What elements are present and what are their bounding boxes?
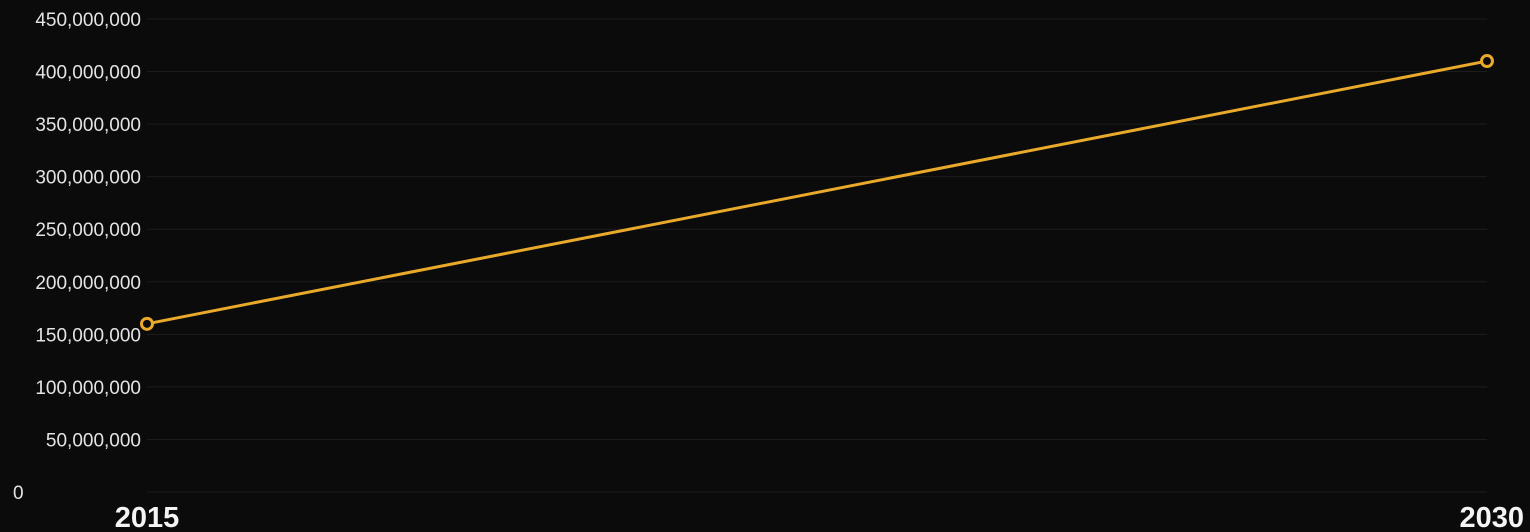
series-layer (140, 54, 1494, 331)
x-tick-label: 2030 (1459, 502, 1524, 532)
y-tick-label: 300,000,000 (35, 168, 141, 189)
gridlines (147, 18, 1487, 493)
data-point[interactable] (140, 316, 154, 331)
y-tick-label: 400,000,000 (35, 63, 141, 84)
x-tick-label: 2015 (115, 502, 180, 532)
y-tick-label: 250,000,000 (35, 220, 141, 241)
data-point[interactable] (1480, 54, 1494, 69)
series-line (145, 59, 1489, 326)
y-tick-label: 150,000,000 (35, 325, 141, 346)
y-axis-tick-labels: 0 50,000,000 100,000,000 150,000,000 200,000… (13, 10, 141, 504)
y-tick-label: 200,000,000 (35, 273, 141, 294)
y-tick-label: 350,000,000 (35, 115, 141, 136)
y-tick-label: 50,000,000 (46, 430, 141, 451)
y-tick-label: 100,000,000 (35, 378, 141, 399)
y-tick-label: 0 (13, 483, 24, 504)
y-tick-label: 450,000,000 (35, 10, 141, 31)
x-axis-tick-labels: 2015 2030 (115, 502, 1524, 532)
